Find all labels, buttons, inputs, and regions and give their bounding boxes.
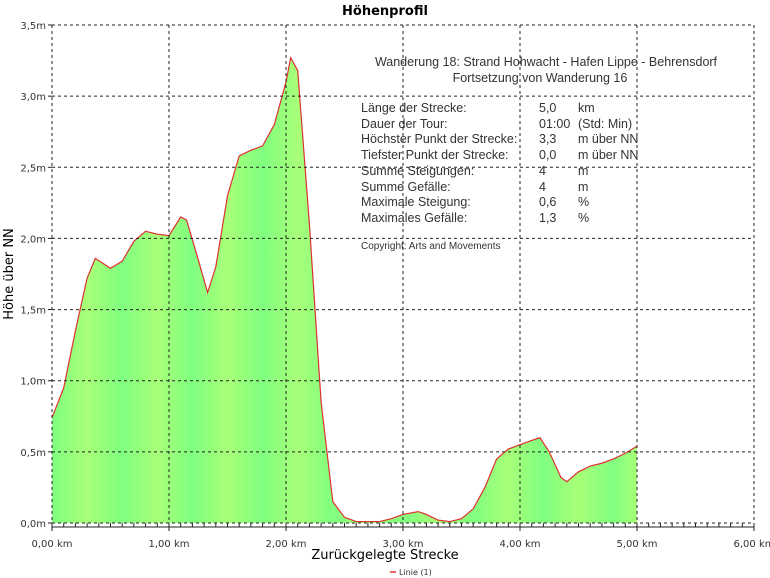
y-tick-label: 0,5m — [20, 448, 46, 459]
info-row-unit: m über NN — [578, 132, 639, 147]
info-row-value: 01:00 — [539, 116, 571, 131]
x-tick-label: 3,00 km — [383, 539, 424, 550]
y-tick-label: 1,5m — [20, 306, 46, 317]
info-row-unit: m über NN — [578, 148, 639, 163]
copyright: Copyright: Arts and Movements — [361, 241, 501, 252]
x-tick-label: 5,00 km — [617, 539, 658, 550]
info-row-unit: (Std: Min) — [578, 116, 633, 131]
y-axis-label: Höhe über NN — [2, 228, 17, 320]
info-row-value: 1,3 — [539, 210, 557, 225]
y-tick-label: 2,5m — [20, 163, 46, 174]
info-row-label: Summe Steigungen: — [361, 163, 475, 178]
y-tick-label: 2,0m — [20, 234, 46, 245]
area-fill — [52, 57, 637, 524]
info-row-unit: m — [578, 163, 589, 178]
info-row-unit: % — [578, 195, 590, 210]
info-row-label: Länge der Strecke: — [361, 101, 467, 115]
x-tick-label: 0,00 km — [32, 539, 73, 550]
y-tick-label: 0,0m — [20, 519, 46, 530]
x-tick-label: 6,00 km — [734, 539, 770, 550]
legend-label: Linie (1) — [399, 568, 432, 577]
info-row-unit: % — [578, 210, 590, 225]
info-row-value: 4 — [539, 179, 546, 194]
info-heading-1: Wanderung 18: Strand Hohwacht - Hafen Li… — [374, 55, 718, 69]
info-heading-2: Fortsetzung von Wanderung 16 — [452, 71, 628, 85]
info-row-value: 0,6 — [539, 195, 557, 210]
x-tick-label: 2,00 km — [266, 539, 307, 550]
info-row-value: 0,0 — [539, 148, 557, 163]
info-row-label: Maximales Gefälle: — [361, 210, 468, 225]
info-row-value: 5,0 — [539, 101, 557, 115]
info-row-label: Summe Gefälle: — [361, 179, 451, 194]
info-row-label: Höchster Punkt der Strecke: — [361, 132, 518, 147]
info-row-unit: km — [578, 101, 595, 115]
x-axis-label: Zurückgelegte Strecke — [311, 548, 458, 563]
x-tick-label: 4,00 km — [500, 539, 541, 550]
y-tick-label: 3,5m — [20, 21, 46, 32]
info-row-unit: m — [578, 179, 589, 194]
y-tick-label: 1,0m — [20, 377, 46, 388]
chart-title: Höhenprofil — [342, 4, 428, 19]
info-row-label: Tiefster Punkt der Strecke: — [361, 148, 509, 163]
series-line — [51, 55, 638, 523]
info-row-label: Dauer der Tour: — [361, 116, 448, 131]
info-row-value: 4 — [539, 163, 546, 178]
info-row-value: 3,3 — [539, 132, 557, 147]
x-tick-label: 1,00 km — [149, 539, 190, 550]
y-tick-label: 3,0m — [20, 92, 46, 103]
info-row-label: Maximale Steigung: — [361, 195, 471, 210]
